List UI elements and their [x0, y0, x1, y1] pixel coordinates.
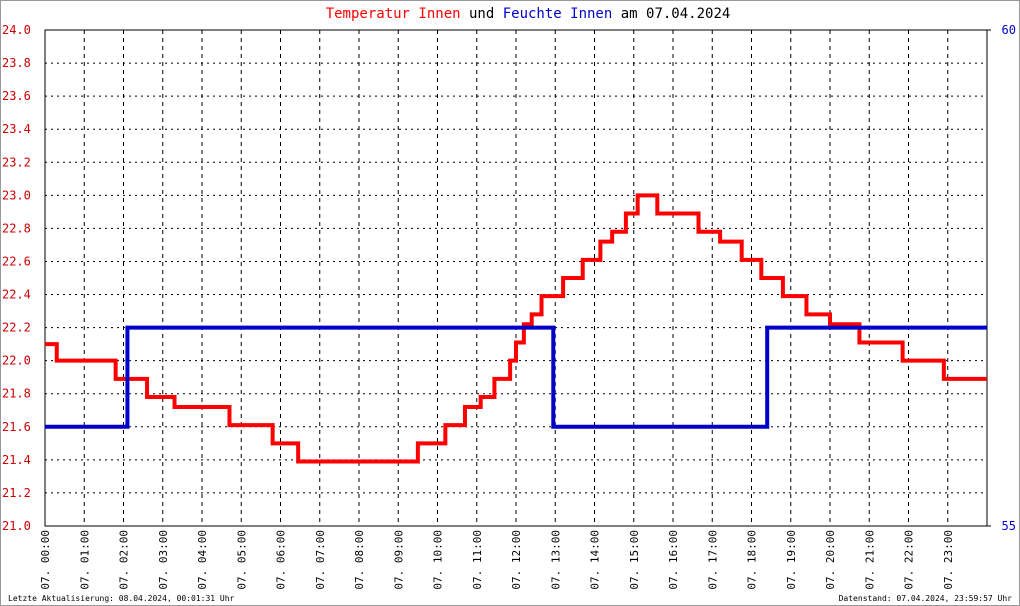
x-tick-label: 07. 22:00 — [903, 530, 916, 590]
footer-left: Letzte Aktualisierung: 08.04.2024, 00:01… — [8, 594, 235, 603]
y-tick-label: 22.0 — [2, 354, 31, 368]
x-tick-label: 07. 09:00 — [392, 530, 405, 590]
y-tick-label: 22.8 — [2, 221, 31, 235]
y-tick-label: 23.8 — [2, 56, 31, 70]
y-tick-label: 22.6 — [2, 254, 31, 268]
x-tick-label: 07. 08:00 — [353, 530, 366, 590]
x-tick-label: 07. 02:00 — [118, 530, 131, 590]
x-tick-label: 07. 11:00 — [471, 530, 484, 590]
y-tick-label: 23.4 — [2, 122, 31, 136]
y2-tick-label: 60 — [1002, 23, 1016, 37]
y-tick-label: 23.2 — [2, 155, 31, 169]
x-tick-label: 07. 14:00 — [589, 530, 602, 590]
x-tick-label: 07. 12:00 — [510, 530, 523, 590]
x-tick-label: 07. 03:00 — [157, 530, 170, 590]
x-tick-label: 07. 05:00 — [235, 530, 248, 590]
title-part: Feuchte Innen — [503, 6, 613, 22]
y-tick-label: 21.0 — [2, 519, 31, 533]
x-tick-label: 07. 10:00 — [432, 530, 445, 590]
y-tick-label: 22.2 — [2, 321, 31, 335]
x-tick-label: 07. 15:00 — [628, 530, 641, 590]
x-tick-label: 07. 04:00 — [196, 530, 209, 590]
x-tick-label: 07. 00:00 — [39, 530, 52, 590]
title-part: Temperatur Innen — [326, 6, 461, 22]
x-tick-label: 07. 16:00 — [667, 530, 680, 590]
x-tick-label: 07. 23:00 — [942, 530, 955, 590]
y-tick-label: 21.8 — [2, 387, 31, 401]
chart-title: Temperatur Innen und Feuchte Innen am 07… — [326, 6, 731, 22]
x-tick-label: 07. 06:00 — [275, 530, 288, 590]
title-part: und — [469, 6, 494, 22]
y2-tick-label: 55 — [1002, 519, 1016, 533]
footer-right: Datenstand: 07.04.2024, 23:59:57 Uhr — [839, 594, 1013, 603]
series-line — [45, 325, 987, 429]
y-tick-label: 21.4 — [2, 453, 31, 467]
y-tick-label: 22.4 — [2, 288, 31, 302]
x-tick-label: 07. 17:00 — [706, 530, 719, 590]
y-tick-label: 23.0 — [2, 188, 31, 202]
y-tick-label: 21.6 — [2, 420, 31, 434]
x-tick-label: 07. 18:00 — [746, 530, 759, 590]
y-tick-label: 23.6 — [2, 89, 31, 103]
x-tick-label: 07. 21:00 — [863, 530, 876, 590]
x-tick-label: 07. 20:00 — [824, 530, 837, 590]
x-tick-label: 07. 13:00 — [549, 530, 562, 590]
plot-border — [44, 29, 988, 527]
y-tick-label: 24.0 — [2, 23, 31, 37]
x-tick-label: 07. 19:00 — [785, 530, 798, 590]
series-line — [45, 193, 987, 464]
x-tick-label: 07. 01:00 — [78, 530, 91, 590]
title-part: am 07.04.2024 — [621, 6, 731, 22]
y-tick-label: 21.2 — [2, 486, 31, 500]
x-tick-label: 07. 07:00 — [314, 530, 327, 590]
